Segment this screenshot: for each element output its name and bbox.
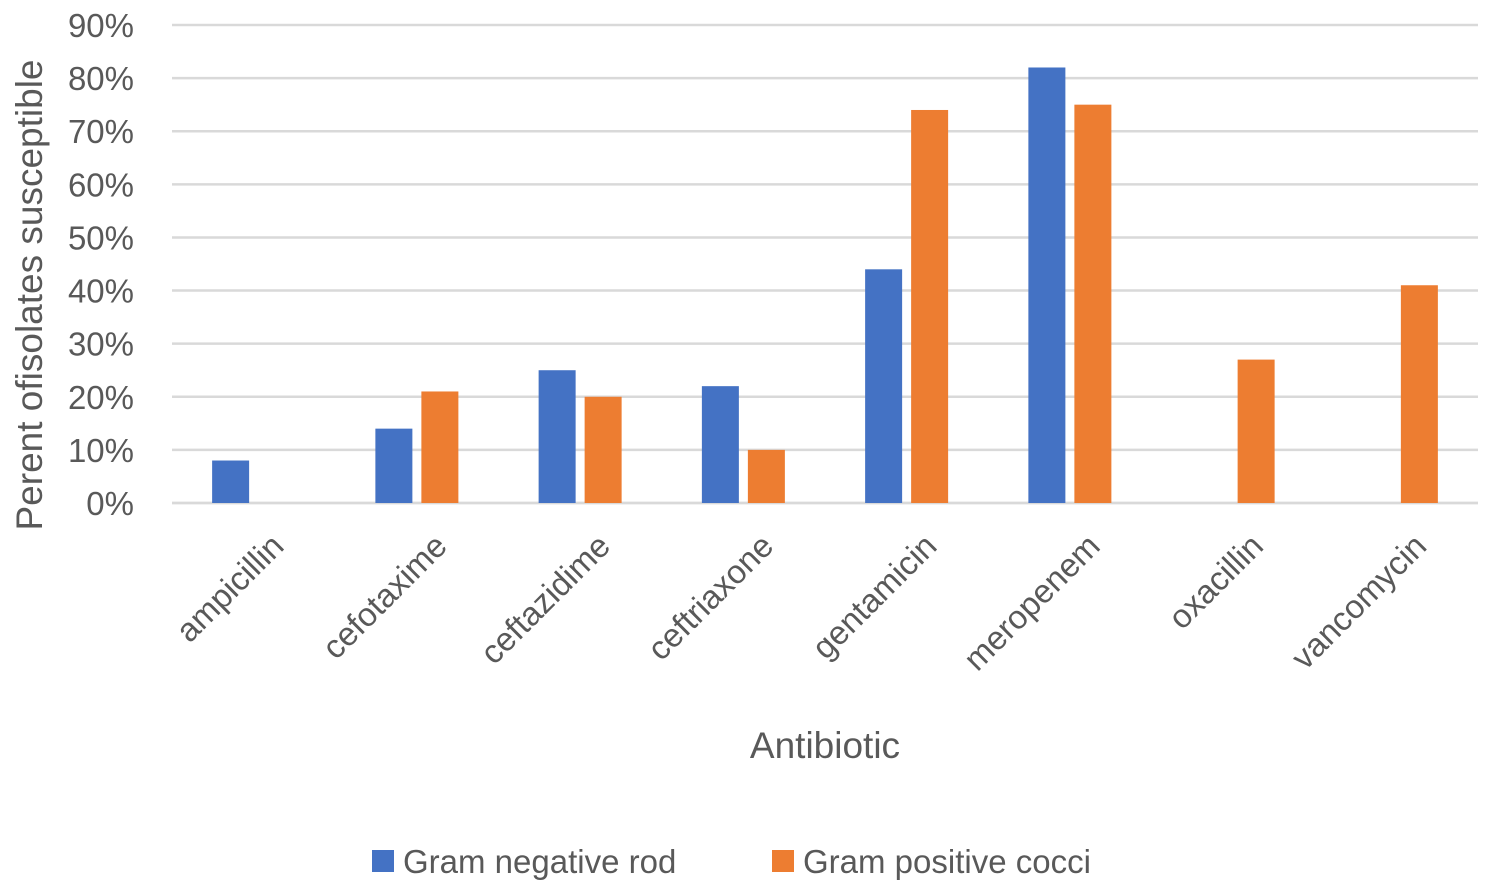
bar-gram-negative-rod-gentamicin [865,269,903,503]
x-category-label: ceftazidime [473,527,617,671]
bar-gram-negative-rod-cefotaxime [375,428,413,503]
bar-gram-positive-cocci-ceftriaxone [747,449,785,503]
legend: Gram negative rod Gram positive cocci [372,843,1091,880]
y-axis-title: Perent ofisolates susceptible [9,60,50,531]
x-category-label: meropenem [956,527,1107,678]
x-category-label: vancomycin [1284,527,1433,676]
bar-gram-negative-rod-ceftriaxone [701,386,739,503]
x-category-label: cefotaxime [315,527,454,666]
y-tick-label: 0% [86,485,134,522]
bar-gram-positive-cocci-oxacillin [1237,359,1275,503]
bar-gram-positive-cocci-gentamicin [911,109,949,503]
y-tick-label: 80% [68,60,134,97]
x-category-label: ampicillin [168,527,290,649]
y-tick-label: 90% [68,7,134,44]
bar-gram-negative-rod-meropenem [1028,67,1066,503]
bar-gram-positive-cocci-cefotaxime [421,391,459,503]
x-category-label: gentamicin [805,527,944,666]
bar-gram-positive-cocci-ceftazidime [584,396,622,503]
gridlines [172,23,1478,505]
y-tick-label: 60% [68,166,134,203]
y-tick-label: 10% [68,432,134,469]
y-tick-label: 30% [68,326,134,363]
y-tick-label: 50% [68,219,134,256]
x-category-label: oxacillin [1161,527,1270,636]
bar-gram-negative-rod-ceftazidime [538,370,576,503]
x-axis-title: Antibiotic [750,725,900,766]
legend-label-gram-positive-cocci: Gram positive cocci [803,843,1091,880]
x-axis-categories: ampicillin cefotaxime ceftazidime ceftriaxo… [168,527,1433,678]
y-tick-label: 20% [68,379,134,416]
y-tick-label: 40% [68,273,134,310]
bar-gram-positive-cocci-meropenem [1074,104,1112,504]
legend-label-gram-negative-rod: Gram negative rod [403,843,676,880]
legend-swatch-gram-negative-rod [372,850,394,872]
y-tick-label: 70% [68,113,134,150]
y-axis-ticks: 0% 10% 20% 30% 40% 50% 60% 70% 80% 90% [68,7,134,522]
x-category-label: ceftriaxone [640,527,780,667]
legend-swatch-gram-positive-cocci [772,850,794,872]
bars [212,67,1438,504]
bar-gram-positive-cocci-vancomycin [1400,285,1438,503]
bar-gram-negative-rod-ampicillin [212,460,250,503]
